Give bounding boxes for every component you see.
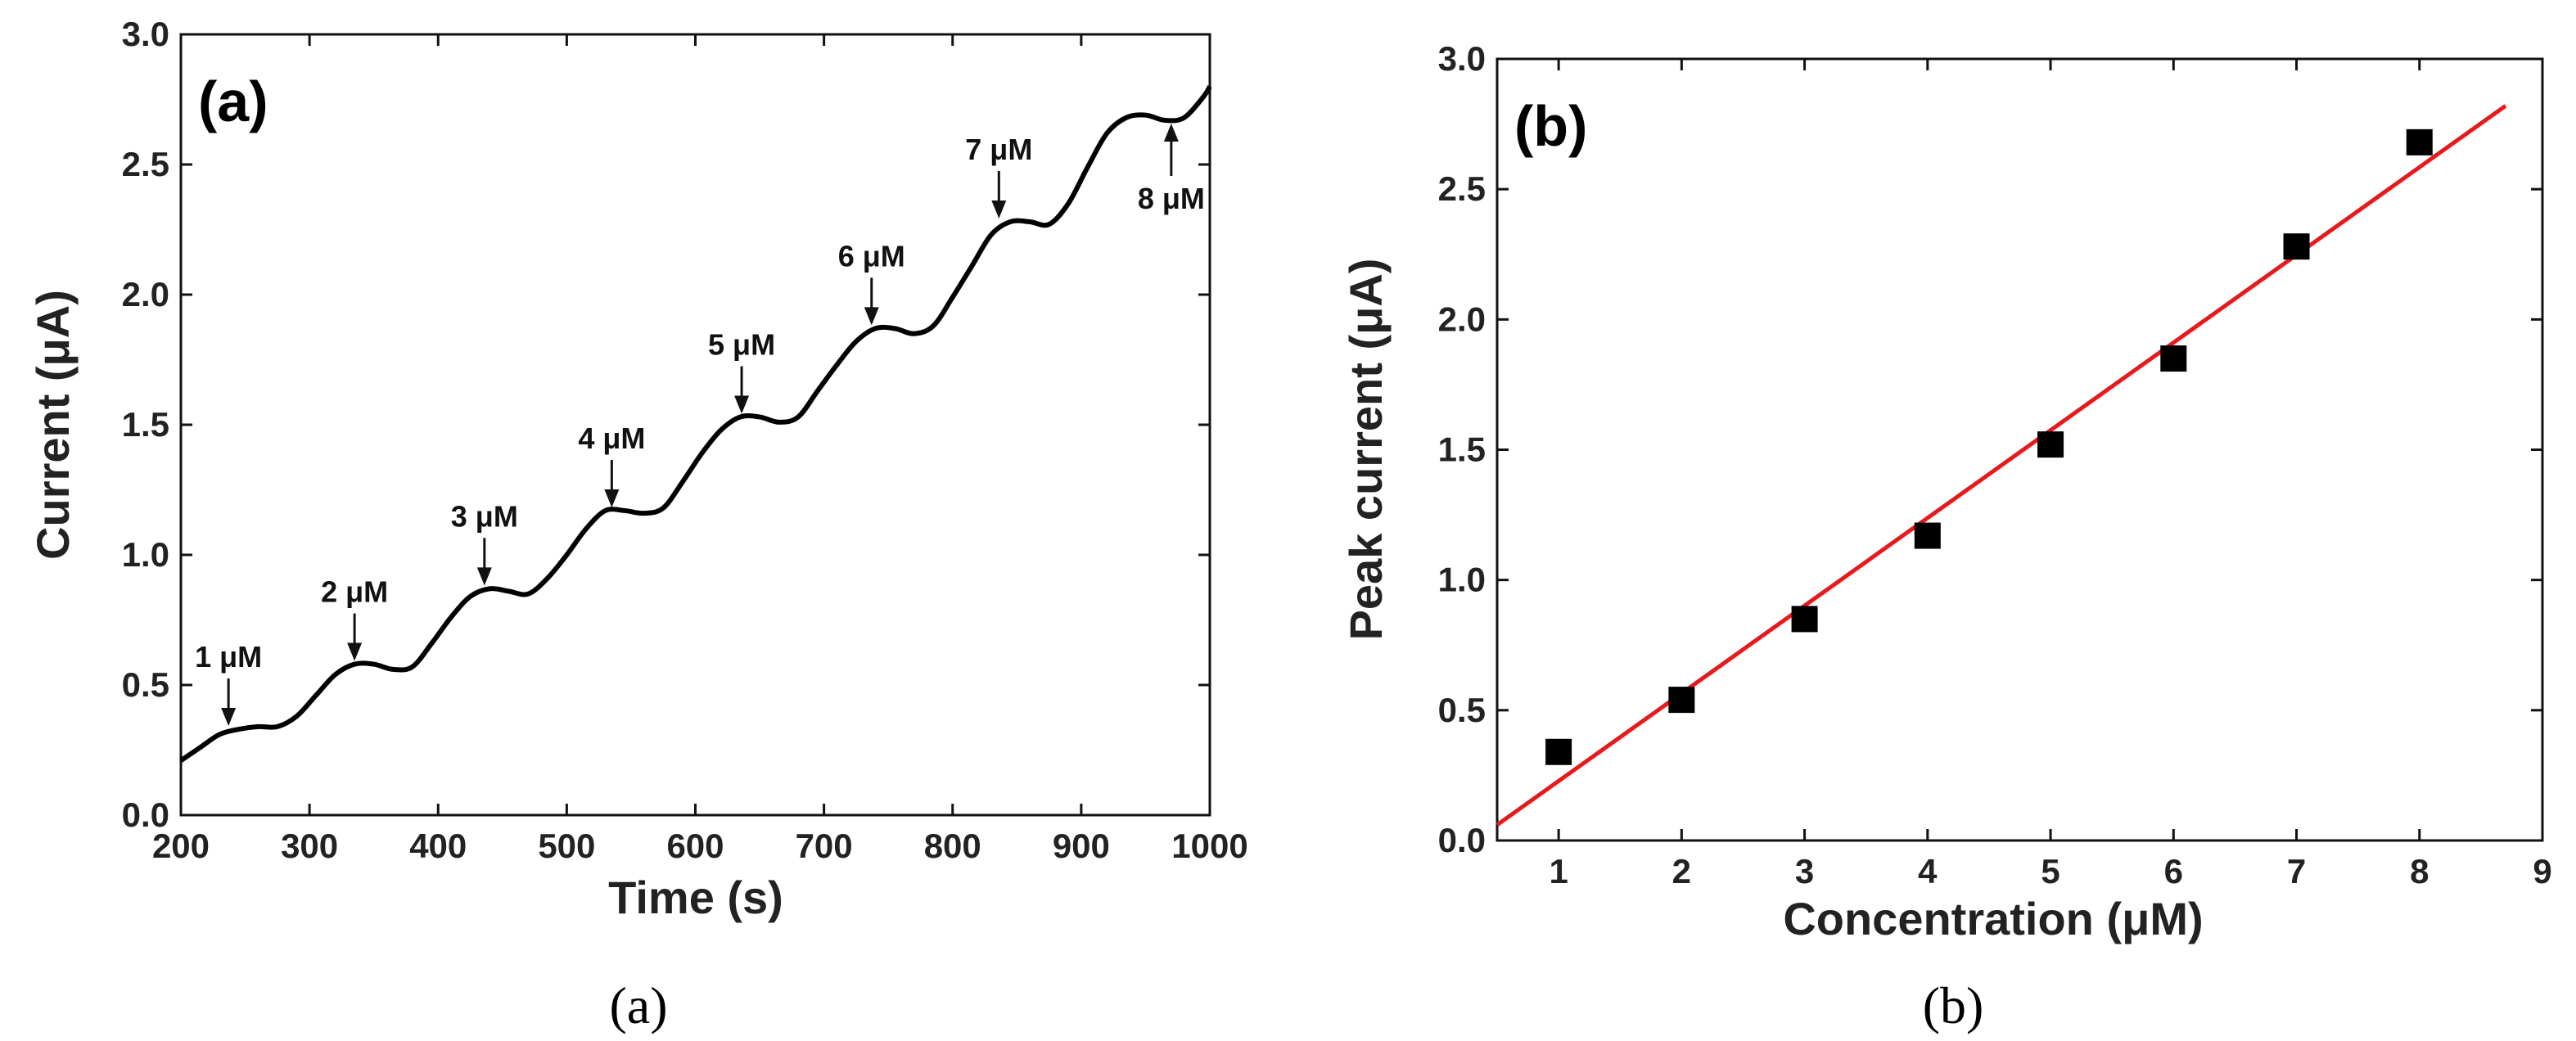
x-tick-label-b: 1: [1549, 852, 1568, 890]
y-tick-label-b: 1.0: [1438, 561, 1486, 599]
concentration-annotation: 2 μM: [321, 575, 388, 609]
y-tick-label-b: 0.0: [1438, 821, 1486, 859]
y-tick-label-b: 1.5: [1438, 430, 1486, 469]
plot-frame-a: [179, 33, 1211, 817]
arrow-head: [221, 708, 237, 727]
concentration-annotation: 3 μM: [451, 499, 518, 533]
x-tick-label-a: 900: [1053, 827, 1110, 865]
x-tick-label-b: 2: [1672, 852, 1691, 890]
y-tick-label-a: 3.0: [122, 15, 169, 53]
y-tick-label-b: 0.5: [1438, 691, 1486, 729]
x-tick-label-a: 700: [796, 827, 853, 865]
y-tick-label-a: 1.5: [122, 405, 169, 444]
concentration-annotation: 7 μM: [965, 133, 1032, 166]
scatter-point: [1791, 606, 1818, 633]
scatter-point: [2406, 128, 2433, 155]
y-tick-label-b: 2.5: [1438, 169, 1486, 208]
chart-panel-a: (a) Time (s) Current (μA) (a) 0.0 0.5 1.0 1…: [27, 15, 1248, 1034]
y-tick-label-a: 2.5: [122, 145, 169, 183]
arrow-head: [1163, 123, 1179, 142]
x-tick-label-a: 600: [666, 827, 724, 865]
x-tick-label-b: 6: [2164, 852, 2183, 890]
arrow-head: [864, 307, 879, 326]
panel-label-b: (b): [1514, 94, 1587, 158]
scatter-point: [1545, 738, 1572, 765]
concentration-annotation: 6 μM: [838, 239, 905, 273]
y-tick-label-a: 0.5: [122, 665, 169, 704]
y-axis-label-a: Current (μA): [27, 290, 79, 560]
arrow-head: [991, 200, 1007, 219]
scatter-point: [1668, 687, 1695, 714]
y-tick-label-a: 2.0: [122, 275, 169, 313]
caption-a: (a): [609, 976, 667, 1034]
concentration-annotation: 4 μM: [578, 421, 645, 455]
x-tick-label-a: 200: [152, 827, 210, 865]
x-tick-label-b: 5: [2041, 852, 2059, 890]
arrow-head: [347, 642, 363, 661]
arrow-head: [734, 395, 750, 414]
x-tick-label-b: 9: [2533, 852, 2551, 890]
scatter-point: [2160, 345, 2187, 372]
y-tick-label-a: 0.0: [122, 795, 169, 834]
x-tick-label-b: 7: [2287, 852, 2306, 890]
x-tick-label-a: 300: [281, 827, 338, 865]
series-line-current: [179, 85, 1212, 763]
concentration-annotation: 8 μM: [1138, 182, 1205, 215]
concentration-annotation: 1 μM: [195, 640, 262, 674]
arrow-head: [476, 567, 492, 586]
chart-panel-b: (b) Concentration (μM) Peak current (μA)…: [1340, 39, 2552, 1034]
x-tick-label-a: 1000: [1171, 827, 1247, 865]
scatter-point: [2283, 233, 2310, 260]
fit-line: [1496, 104, 2507, 827]
y-axis-label-b: Peak current (μA): [1340, 259, 1392, 641]
caption-b: (b): [1923, 976, 1984, 1034]
x-tick-label-a: 400: [409, 827, 467, 865]
panel-label-a: (a): [198, 70, 268, 133]
x-tick-label-b: 8: [2410, 852, 2429, 890]
x-tick-label-b: 3: [1795, 852, 1814, 890]
arrow-head: [604, 489, 620, 507]
scatter-point: [2037, 431, 2064, 458]
x-axis-label-b: Concentration (μM): [1783, 893, 2203, 944]
x-tick-label-b: 4: [1918, 852, 1938, 890]
concentration-annotation: 5 μM: [708, 327, 775, 361]
y-tick-label-b: 3.0: [1438, 39, 1486, 78]
y-tick-label-a: 1.0: [122, 535, 169, 574]
x-axis-label-a: Time (s): [608, 872, 783, 923]
x-tick-label-a: 500: [538, 827, 595, 865]
y-tick-label-b: 2.0: [1438, 300, 1486, 338]
x-tick-label-a: 800: [924, 827, 981, 865]
scatter-point: [1914, 522, 1941, 549]
